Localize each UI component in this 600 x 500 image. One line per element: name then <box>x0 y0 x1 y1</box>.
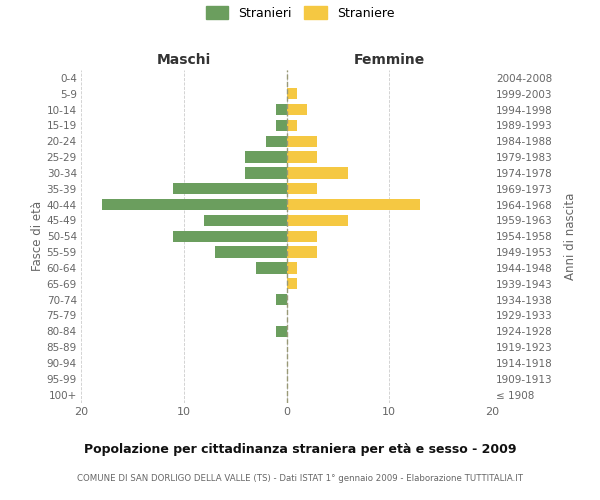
Bar <box>173 230 287 242</box>
Y-axis label: Fasce di età: Fasce di età <box>31 201 44 272</box>
Bar <box>287 262 297 274</box>
Bar <box>287 88 297 100</box>
Bar <box>287 246 317 258</box>
Text: Popolazione per cittadinanza straniera per età e sesso - 2009: Popolazione per cittadinanza straniera p… <box>84 442 516 456</box>
Bar <box>276 120 287 131</box>
Text: Femmine: Femmine <box>353 54 425 68</box>
Bar <box>287 214 348 226</box>
Bar <box>287 136 317 147</box>
Bar <box>287 183 317 194</box>
Bar <box>245 152 287 163</box>
Bar <box>276 104 287 116</box>
Text: COMUNE DI SAN DORLIGO DELLA VALLE (TS) - Dati ISTAT 1° gennaio 2009 - Elaborazio: COMUNE DI SAN DORLIGO DELLA VALLE (TS) -… <box>77 474 523 483</box>
Bar <box>287 167 348 178</box>
Bar <box>287 104 307 116</box>
Bar <box>101 199 287 210</box>
Bar <box>245 167 287 178</box>
Text: Maschi: Maschi <box>157 54 211 68</box>
Legend: Stranieri, Straniere: Stranieri, Straniere <box>206 6 394 20</box>
Bar <box>173 183 287 194</box>
Bar <box>204 214 287 226</box>
Bar <box>287 152 317 163</box>
Bar <box>215 246 287 258</box>
Bar <box>266 136 287 147</box>
Bar <box>287 278 297 289</box>
Bar <box>276 326 287 337</box>
Bar <box>287 199 420 210</box>
Bar <box>276 294 287 306</box>
Y-axis label: Anni di nascita: Anni di nascita <box>564 192 577 280</box>
Bar <box>287 230 317 242</box>
Bar <box>287 120 297 131</box>
Bar <box>256 262 287 274</box>
